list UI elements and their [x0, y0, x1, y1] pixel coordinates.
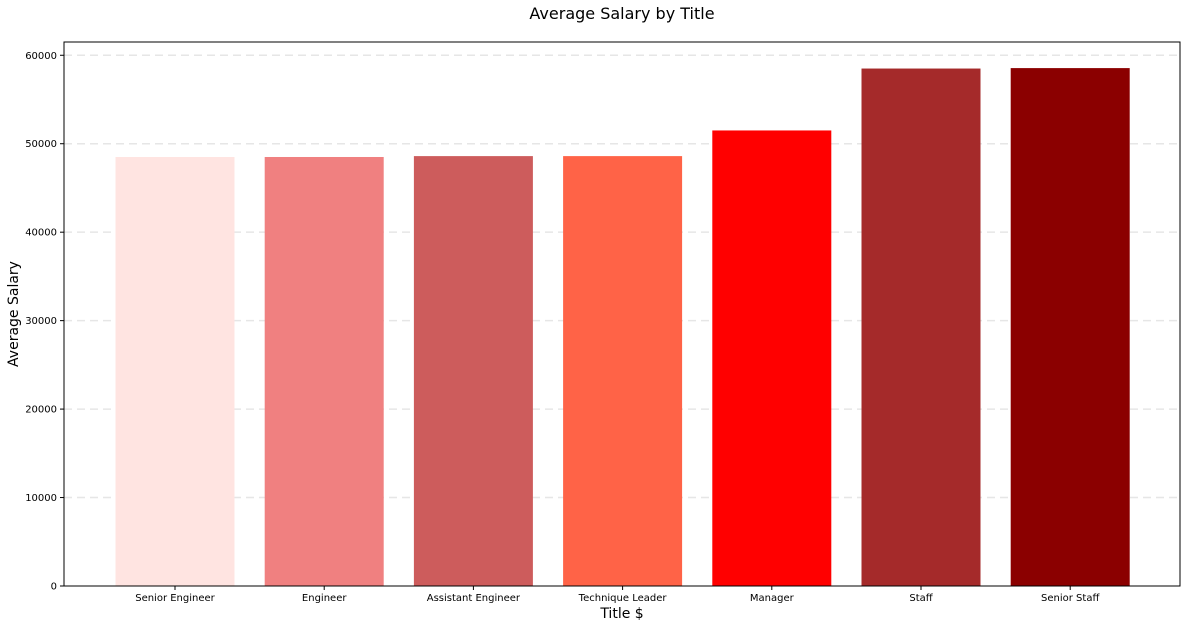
y-tick-label: 50000 [25, 139, 57, 150]
chart-title: Average Salary by Title [529, 4, 714, 23]
x-tick-label: Staff [909, 593, 933, 604]
bar [1010, 68, 1130, 587]
bar [861, 68, 981, 587]
y-tick-label: 30000 [25, 316, 57, 327]
bar [264, 156, 384, 586]
x-tick-label: Senior Engineer [135, 593, 215, 604]
y-axis-title: Average Salary [6, 261, 22, 367]
x-axis: Senior Engineer Engineer Assistant Enginee… [135, 586, 1100, 604]
x-tick-label: Senior Staff [1041, 593, 1100, 604]
x-tick-label: Manager [750, 593, 795, 604]
bar [563, 156, 683, 587]
bar [712, 130, 832, 586]
y-tick-label: 0 [51, 582, 57, 593]
x-tick-label: Technique Leader [578, 593, 668, 604]
y-tick-label: 40000 [25, 228, 57, 239]
x-tick-label: Assistant Engineer [427, 593, 521, 604]
bars-layer [115, 68, 1130, 587]
x-tick-label: Engineer [302, 593, 347, 604]
grid-layer [64, 54, 1180, 499]
y-tick-label: 20000 [25, 405, 57, 416]
y-tick-label: 10000 [25, 493, 57, 504]
plot-frame [63, 41, 1181, 587]
bar [413, 156, 533, 587]
y-tick-label: 60000 [25, 51, 57, 62]
x-axis-title: Title $ [599, 606, 643, 622]
y-axis: 0 10000 20000 30000 40000 50000 60000 [25, 51, 64, 593]
bar [115, 156, 235, 586]
